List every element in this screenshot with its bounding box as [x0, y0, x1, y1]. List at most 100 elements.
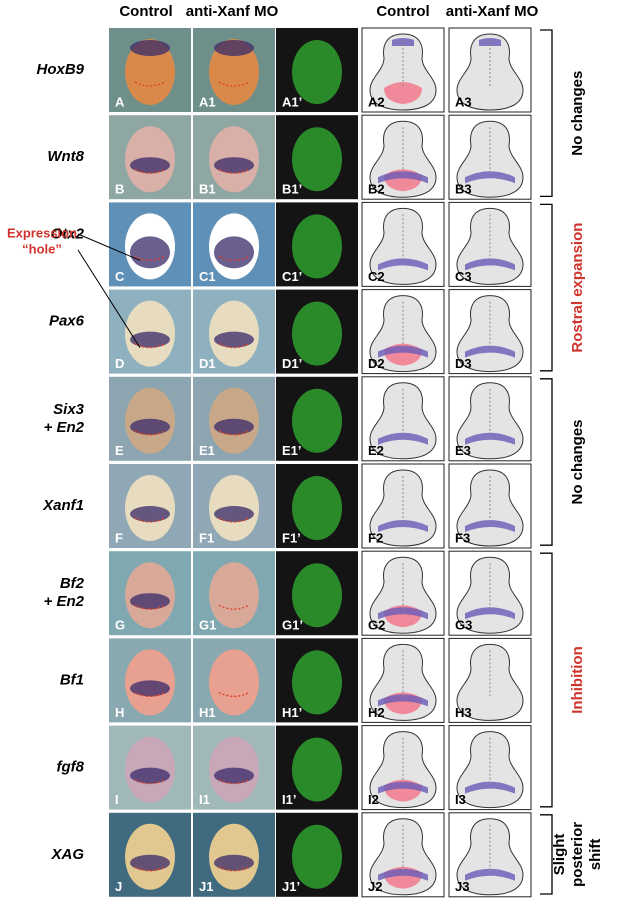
gene-name: + En2 [44, 419, 85, 436]
gene-name: XAG [50, 846, 84, 863]
panel: C2 [361, 201, 445, 287]
purple-band [465, 520, 515, 532]
panel: F2 [361, 463, 445, 549]
panel: J [109, 812, 191, 897]
fluor-embryo [292, 824, 342, 889]
panel: A1 [193, 28, 275, 112]
dotted-line [218, 517, 250, 523]
panel: H1 [193, 638, 275, 723]
fluor-embryo [292, 650, 342, 715]
gene-name: Bf2 [60, 575, 85, 592]
panel-label: D [115, 356, 124, 371]
panel: B1’ [276, 115, 358, 200]
embryo [125, 39, 175, 105]
dotted-line [218, 604, 250, 610]
gene-name: fgf8 [57, 759, 85, 776]
bracket [540, 203, 553, 372]
panel: E1’ [276, 376, 358, 461]
panel: G1 [193, 551, 275, 636]
pointer [77, 233, 141, 261]
group-label: Rostral expansion [569, 223, 586, 353]
panel-label: F [115, 530, 123, 545]
dotted-line [134, 343, 166, 349]
gene-name: Otx2 [51, 225, 85, 242]
bracket [540, 29, 553, 198]
panel-label: D2 [368, 356, 385, 371]
panel: D [109, 289, 191, 374]
stain [214, 418, 254, 435]
panel: A1’ [276, 28, 358, 112]
panel-label: J3 [455, 879, 469, 894]
stain [130, 854, 170, 871]
panel-label: E2 [368, 443, 384, 458]
panel: F3 [448, 463, 532, 549]
group-label: shift [587, 839, 604, 871]
group-label: Inhibition [569, 646, 586, 713]
panel: B2 [361, 114, 445, 200]
embryo [209, 562, 259, 629]
panel-label: A1 [199, 94, 216, 109]
panel: I1’ [276, 725, 358, 810]
stain [130, 236, 170, 269]
panel: E3 [448, 376, 532, 462]
panel: J2 [361, 812, 445, 898]
panel-label: B [115, 182, 124, 197]
panel-label: F3 [455, 530, 470, 545]
column-header: anti-Xanf MO [446, 3, 539, 20]
purple-band [378, 171, 428, 184]
panel-label: I2 [368, 792, 379, 807]
panel-label: J1’ [282, 879, 300, 894]
stain [130, 418, 170, 435]
panel-label: I1’ [282, 792, 296, 807]
dotted-line [218, 691, 250, 698]
embryo [209, 649, 259, 716]
purple-band [465, 345, 515, 358]
panel: C1 [193, 202, 275, 287]
panel-label: A2 [368, 94, 385, 109]
dotted-line [134, 517, 166, 523]
panel: H3 [448, 637, 532, 723]
purple-band [378, 607, 428, 620]
dotted-line [134, 168, 166, 174]
panel: G3 [448, 550, 532, 636]
gene-name: HoxB9 [36, 61, 84, 78]
panel: C3 [448, 201, 532, 287]
panel: B1 [193, 115, 275, 200]
panel: D1 [193, 289, 275, 374]
panel-label: H [115, 705, 124, 720]
panel-label: D1’ [282, 356, 302, 371]
dotted-line [218, 779, 250, 785]
fluor-embryo [292, 476, 342, 540]
purple-band [465, 607, 515, 620]
stain [130, 767, 170, 784]
purple-band [378, 694, 428, 707]
fluor-embryo [292, 127, 342, 192]
dotted-line [134, 430, 166, 436]
panel: H2 [361, 637, 445, 723]
purple-band [465, 171, 515, 184]
panel-label: C [115, 269, 125, 284]
purple-band [465, 258, 515, 271]
dotted-line [218, 168, 250, 174]
dotted-line [218, 343, 250, 349]
annotation: Expression [7, 225, 77, 240]
panel: F [109, 464, 191, 548]
panel-label: I [115, 792, 119, 807]
dotted-line [218, 81, 250, 87]
dotted-line [134, 604, 166, 610]
stain [214, 767, 254, 784]
panel: G [109, 551, 191, 636]
stain [214, 40, 254, 56]
group-label: No changes [569, 71, 586, 156]
stain [130, 331, 170, 348]
purple-band [465, 781, 515, 794]
panel-label: C3 [455, 269, 472, 284]
panel: J3 [448, 812, 532, 898]
panel: F1 [193, 464, 275, 548]
panel-label: C1 [199, 269, 216, 284]
dotted-line [134, 779, 166, 785]
panel-label: H3 [455, 705, 472, 720]
panel: D2 [361, 289, 445, 375]
fluor-embryo [292, 214, 342, 279]
